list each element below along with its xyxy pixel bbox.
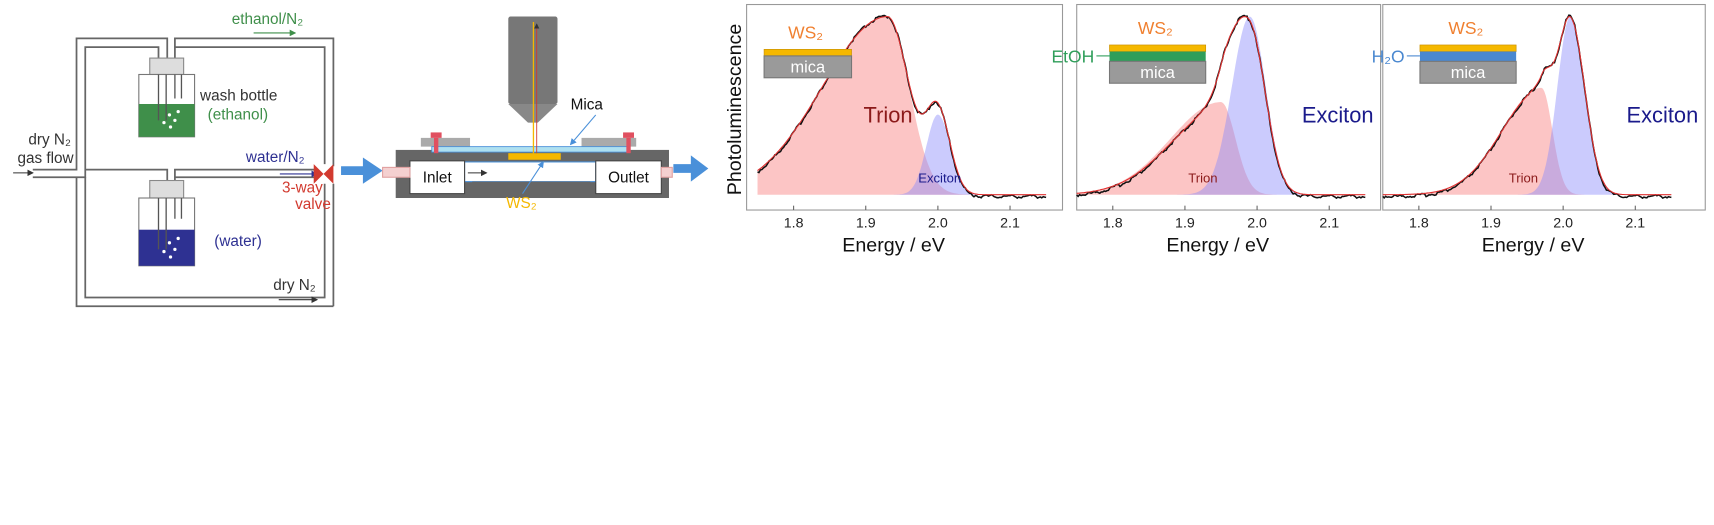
wash-bottle-label: wash bottle xyxy=(199,88,277,105)
gas-setup xyxy=(32,37,335,308)
layer-inset: WS₂ H₂O mica xyxy=(1372,18,1517,84)
pipe-bottom xyxy=(75,177,334,308)
valve-label-2: valve xyxy=(295,196,331,213)
valve-label-1: 3-way xyxy=(282,180,323,197)
peak-label-trion: Trion xyxy=(1188,171,1217,186)
inset-ws2-label: WS₂ xyxy=(1138,18,1173,38)
mica-inset-label: mica xyxy=(1451,64,1486,82)
mica-substrate xyxy=(763,55,853,79)
mica-inset-label: mica xyxy=(1140,64,1175,82)
ethanol-label: (ethanol) xyxy=(208,106,268,123)
x-tick-label: 1.8 xyxy=(784,216,804,232)
x-tick-label: 2.1 xyxy=(1625,216,1645,232)
x-tick-label: 1.8 xyxy=(1409,216,1429,232)
wash-bottle-water xyxy=(138,179,196,267)
flow-cell: Inlet Outlet xyxy=(382,132,673,199)
inlet-label: Inlet xyxy=(423,170,453,187)
interlayer xyxy=(1419,51,1517,62)
ws2-label: WS₂ xyxy=(506,195,537,212)
peak-trion xyxy=(1382,87,1672,195)
ws2-layer xyxy=(763,49,852,57)
interlayer-label: EtOH xyxy=(1051,46,1094,66)
dry-n2-input-label: dry N₂ xyxy=(28,131,71,148)
x-axis-label: Energy / eV xyxy=(1482,235,1586,257)
flow-arrow-out-icon xyxy=(673,155,709,182)
peak-label-trion: Trion xyxy=(1509,171,1538,186)
fit-curve xyxy=(1076,15,1366,196)
pl-chart-3: 1.8 1.9 2.0 2.1 Energy / eV WS₂ H₂O mica Trion Ex… xyxy=(1372,3,1706,257)
pl-charts: 1.8 1.9 2.0 2.1 Energy / eV WS₂ mica Trion Excit… xyxy=(746,3,1706,257)
interlayer xyxy=(1109,51,1206,62)
layer-inset: WS₂ mica xyxy=(763,22,853,79)
fit-curve xyxy=(757,16,1047,196)
pipe-inner xyxy=(32,46,326,179)
ws2-layer xyxy=(1109,44,1207,52)
x-tick-label: 1.8 xyxy=(1103,216,1123,232)
ws2-flake xyxy=(508,153,561,160)
x-tick-label: 1.9 xyxy=(1481,216,1501,232)
y-axis-label: Photoluminescence xyxy=(724,24,746,196)
x-axis-label: Energy / eV xyxy=(1166,235,1270,257)
mica-inset-label: mica xyxy=(791,58,826,76)
water-label: (water) xyxy=(214,233,262,250)
peak-trion xyxy=(757,16,1047,195)
x-tick-label: 1.9 xyxy=(856,216,876,232)
outlet-label: Outlet xyxy=(608,170,650,187)
ethanol-line-label: ethanol/N₂ xyxy=(232,11,303,28)
pl-chart-1: 1.8 1.9 2.0 2.1 Energy / eV WS₂ mica Trion Excit… xyxy=(746,3,1064,257)
layer-inset: WS₂ EtOH mica xyxy=(1051,18,1207,84)
x-tick-label: 2.1 xyxy=(1319,216,1339,232)
mica-label: Mica xyxy=(571,96,604,113)
fit-curve xyxy=(1382,15,1672,196)
peak-label-exciton: Exciton xyxy=(1627,103,1699,128)
pipe-outer xyxy=(32,37,335,307)
x-tick-label: 2.0 xyxy=(1553,216,1573,232)
gas-flow-label: gas flow xyxy=(17,150,74,167)
peak-exciton xyxy=(1076,16,1366,195)
peak-label-exciton: Exciton xyxy=(918,171,961,186)
mica-pointer xyxy=(569,114,597,146)
x-axis-label: Energy / eV xyxy=(842,235,946,257)
dry-n2-label: dry N₂ xyxy=(273,277,316,294)
x-tick-label: 1.9 xyxy=(1175,216,1195,232)
interlayer-label: H₂O xyxy=(1372,46,1405,66)
peak-label-exciton: Exciton xyxy=(1302,103,1374,128)
peak-label-trion: Trion xyxy=(864,103,913,128)
x-tick-label: 2.0 xyxy=(1247,216,1267,232)
x-tick-label: 2.1 xyxy=(1000,216,1020,232)
inset-ws2-label: WS₂ xyxy=(788,22,823,42)
pipe-middle xyxy=(84,168,326,299)
three-way-valve-icon xyxy=(313,164,334,184)
water-line-label: water/N₂ xyxy=(245,149,305,166)
ws2-layer xyxy=(1419,44,1517,52)
pl-chart-2: 1.8 1.9 2.0 2.1 Energy / eV WS₂ EtOH mica Trion E… xyxy=(1051,3,1382,257)
x-tick-label: 2.0 xyxy=(928,216,948,232)
wash-bottle-ethanol xyxy=(138,57,196,138)
peak-trion xyxy=(1076,102,1366,195)
flow-arrow-in-icon xyxy=(341,157,383,184)
inset-ws2-label: WS₂ xyxy=(1448,18,1483,38)
mica-substrate xyxy=(1419,60,1517,84)
mica-substrate xyxy=(1108,60,1207,84)
ws2-pointer xyxy=(522,161,544,194)
